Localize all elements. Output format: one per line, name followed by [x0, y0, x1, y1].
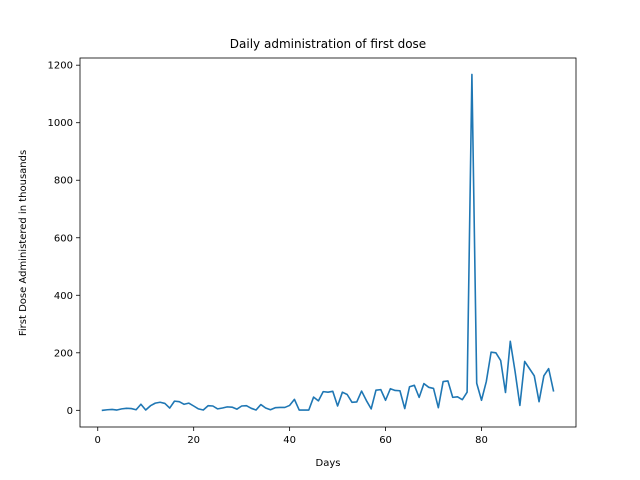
- x-tick-label-20: 20: [187, 435, 200, 446]
- y-axis-label: First Dose Administered in thousands: [18, 150, 29, 336]
- x-axis-label: Days: [316, 458, 341, 469]
- y-tick-label-0: 0: [67, 406, 73, 417]
- x-tick-label-80: 80: [475, 435, 488, 446]
- x-tick-label-0: 0: [95, 435, 101, 446]
- y-tick-label-800: 800: [54, 176, 73, 187]
- y-tick-label-400: 400: [54, 291, 73, 302]
- chart-title: Daily administration of first dose: [230, 37, 426, 51]
- x-tick-label-40: 40: [283, 435, 296, 446]
- y-tick-label-200: 200: [54, 348, 73, 359]
- y-tick-label-1000: 1000: [48, 118, 73, 129]
- series-line-0: [101, 73, 555, 412]
- y-tick-label-600: 600: [54, 233, 73, 244]
- y-tick-label-1200: 1200: [48, 61, 73, 72]
- x-tick-label-60: 60: [379, 435, 392, 446]
- axes-frame: [79, 57, 577, 428]
